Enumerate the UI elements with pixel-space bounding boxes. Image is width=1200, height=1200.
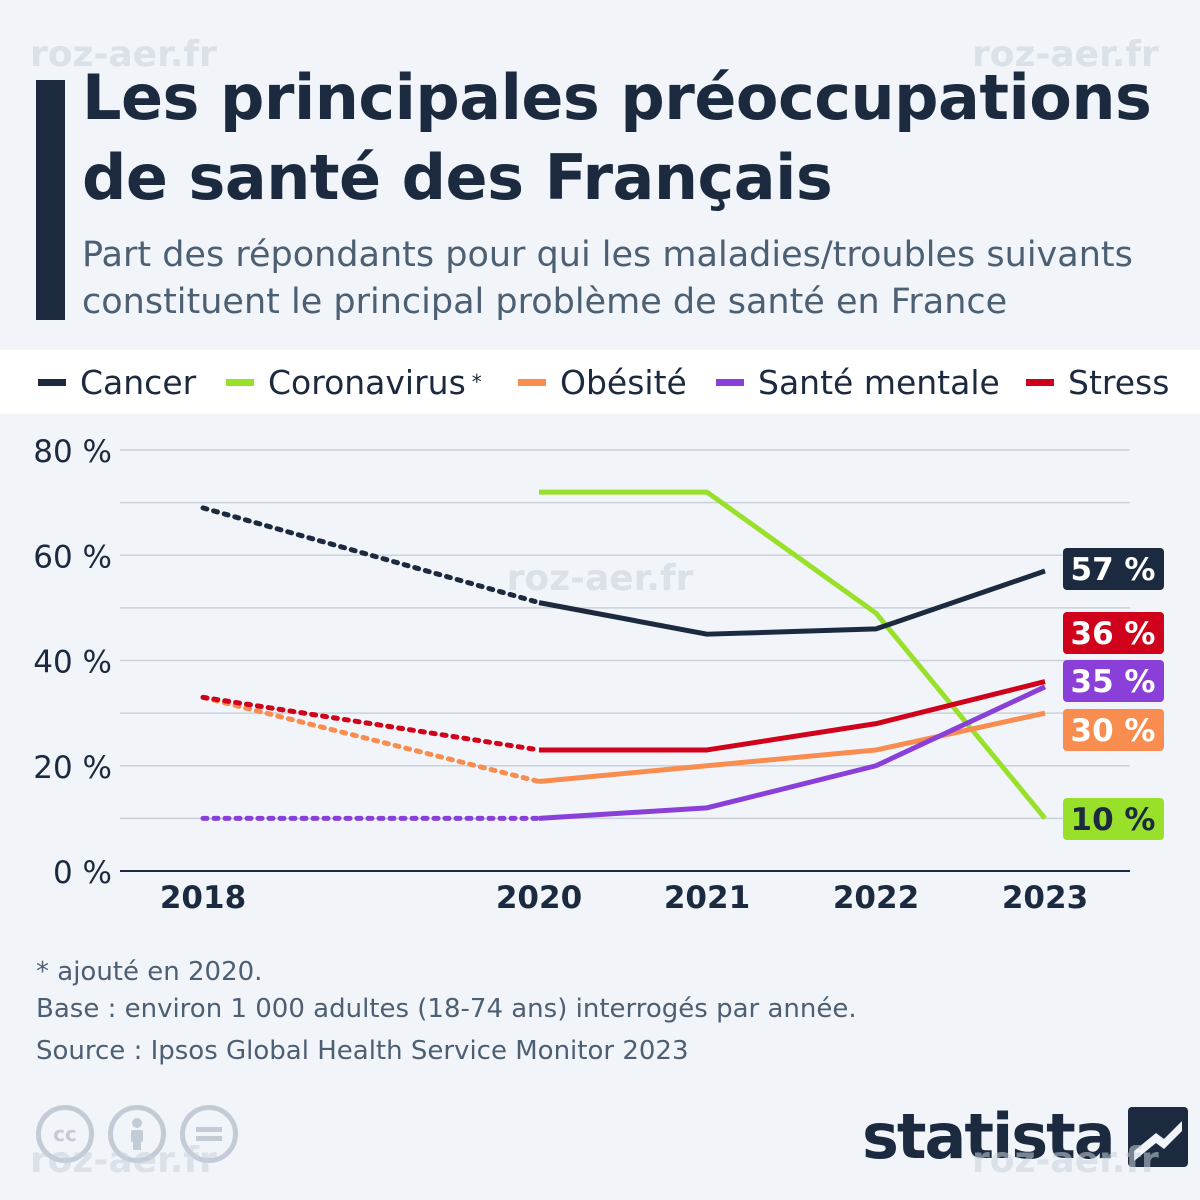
x-tick-label: 2023 — [1002, 880, 1088, 916]
end-label-badge-stress — [1063, 612, 1164, 654]
end-label-badge-cancer — [1063, 548, 1164, 590]
y-tick-label: 20 % — [33, 750, 112, 786]
legend-swatch-obesite — [518, 378, 546, 386]
y-tick-label: 40 % — [33, 645, 112, 681]
license-icons: cc — [36, 1105, 238, 1163]
watermark-top-left: roz-aer.fr — [30, 34, 217, 75]
watermark-center: roz-aer.fr — [507, 558, 694, 599]
end-label-badge-sante_mentale — [1063, 660, 1164, 702]
end-label-badge-obesite — [1063, 709, 1164, 751]
legend-item-coronavirus: Coronavirus * — [226, 350, 482, 414]
legend-item-sante-mentale: Santé mentale — [716, 350, 1000, 414]
legend-swatch-cancer — [38, 378, 66, 386]
legend-label-obesite: Obésité — [560, 362, 687, 402]
legend-item-stress: Stress — [1026, 350, 1169, 414]
legend-item-cancer: Cancer — [38, 350, 196, 414]
y-tick-label: 60 % — [33, 539, 112, 575]
y-tick-label: 0 % — [53, 855, 112, 891]
series-line-dotted-stress — [200, 694, 542, 753]
legend-swatch-stress — [1026, 378, 1054, 386]
legend-label-coronavirus: Coronavirus — [268, 362, 466, 402]
x-tick-label: 2020 — [496, 880, 582, 916]
x-tick-label: 2022 — [833, 880, 919, 916]
statista-brand[interactable]: statista — [862, 1100, 1188, 1173]
y-tick-label: 80 % — [33, 434, 112, 470]
line-chart: 0 %20 %40 %60 %80 %2018 2020 2021 2022 2023 … — [33, 434, 1164, 916]
legend-asterisk: * — [471, 370, 482, 394]
series-line-dotted-obesite — [200, 694, 542, 785]
statista-logo-icon — [1127, 1106, 1188, 1167]
end-label-cancer: 57 % — [1071, 552, 1156, 588]
attribution-icon[interactable] — [108, 1105, 166, 1163]
legend-label-cancer: Cancer — [80, 362, 197, 402]
end-label-obesite: 30 % — [1071, 713, 1156, 749]
legend-swatch-coronavirus — [226, 378, 254, 386]
x-tick-label: 2021 — [664, 880, 750, 916]
title-accent-bar — [36, 80, 65, 320]
no-derivatives-icon[interactable] — [180, 1105, 238, 1163]
legend-label-sante-mentale: Santé mentale — [758, 362, 1000, 402]
watermark-top-right: roz-aer.fr — [972, 34, 1159, 75]
series-line-obesite — [538, 710, 1046, 785]
series-line-dotted-cancer — [200, 505, 542, 606]
legend-swatch-sante-mentale — [716, 378, 744, 386]
watermark-bottom-right: roz-aer.fr — [972, 1140, 1159, 1181]
series-line-cancer — [538, 568, 1046, 637]
chart-title: Les principales préoccupations de santé … — [82, 61, 1152, 214]
end-label-stress: 36 % — [1071, 616, 1156, 652]
series-line-coronavirus — [539, 489, 1047, 820]
series-line-stress — [539, 679, 1046, 753]
end-label-sante_mentale: 35 % — [1071, 664, 1156, 700]
footnote-source: Source : Ipsos Global Health Service Mon… — [36, 1036, 689, 1066]
watermark-bottom-left: roz-aer.fr — [30, 1140, 217, 1181]
footnote-asterisk: * ajouté en 2020. — [36, 957, 263, 987]
end-label-coronavirus: 10 % — [1071, 802, 1156, 838]
legend-item-obesite: Obésité — [518, 350, 687, 414]
creative-commons-icon[interactable]: cc — [36, 1105, 94, 1163]
series-line-sante_mentale — [538, 684, 1047, 821]
legend: Cancer Coronavirus * Obésité Santé menta… — [0, 350, 1200, 414]
x-tick-label: 2018 — [160, 880, 246, 916]
end-label-badge-coronavirus — [1063, 798, 1164, 840]
statista-wordmark: statista — [862, 1100, 1116, 1173]
person-icon — [131, 1118, 143, 1150]
footnote-base: Base : environ 1 000 adultes (18-74 ans)… — [36, 994, 857, 1024]
equals-icon — [196, 1127, 222, 1141]
legend-label-stress: Stress — [1068, 362, 1170, 402]
chart-subtitle: Part des répondants pour qui les maladie… — [82, 235, 1133, 322]
